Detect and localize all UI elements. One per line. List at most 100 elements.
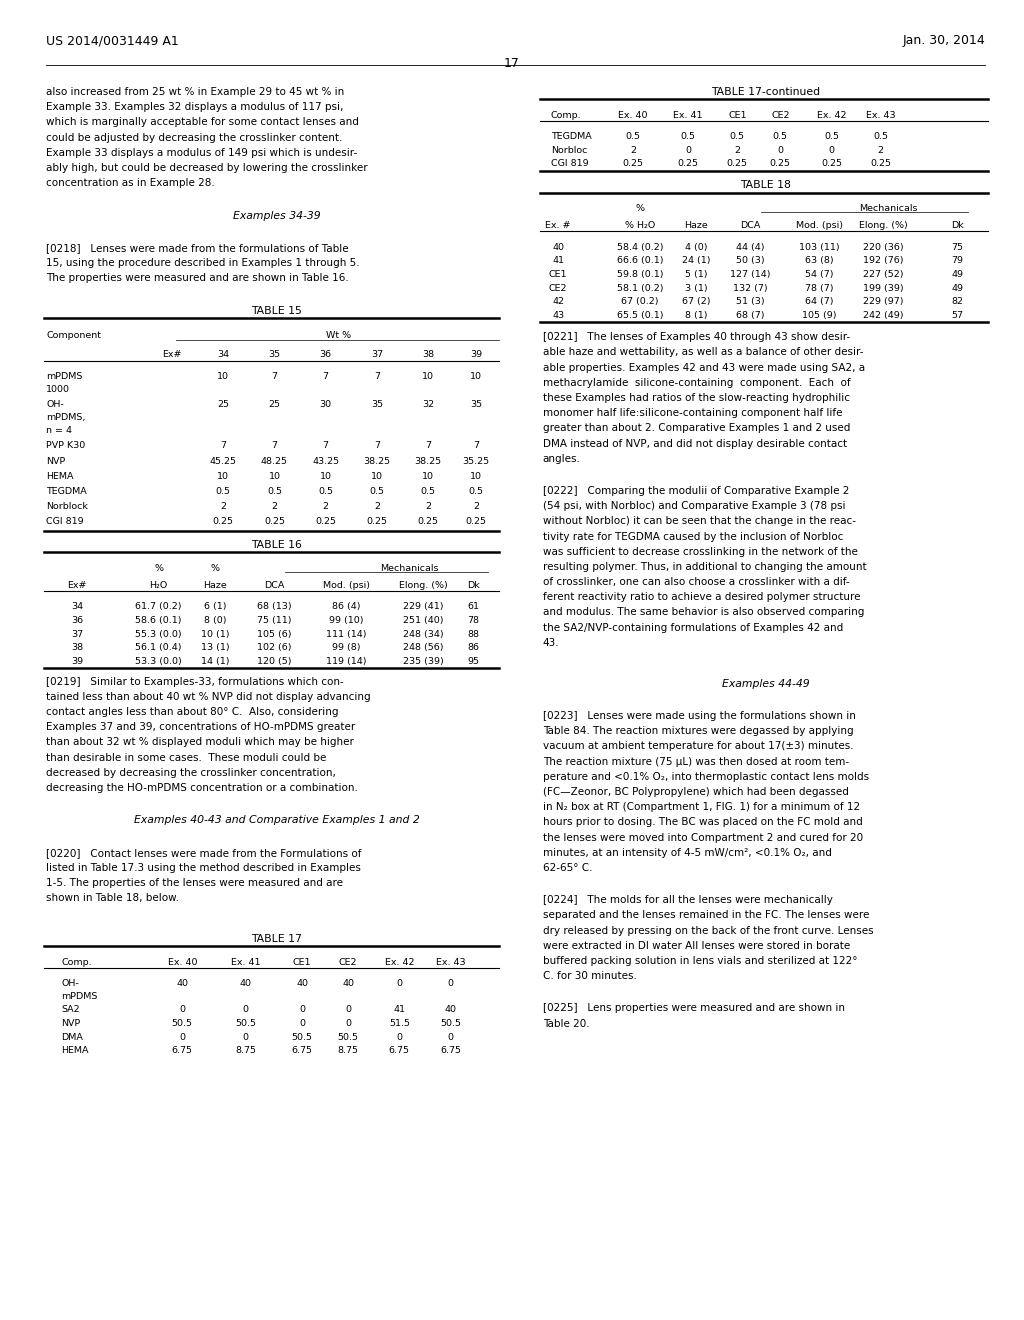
- Text: Ex. 43: Ex. 43: [436, 957, 465, 966]
- Text: 17: 17: [504, 57, 520, 70]
- Text: 50.5: 50.5: [292, 1032, 312, 1041]
- Text: 53.3 (0.0): 53.3 (0.0): [135, 657, 182, 667]
- Text: was sufficient to decrease crosslinking in the network of the: was sufficient to decrease crosslinking …: [543, 546, 857, 557]
- Text: ferent reactivity ratio to achieve a desired polymer structure: ferent reactivity ratio to achieve a des…: [543, 593, 860, 602]
- Text: Norbloc: Norbloc: [551, 145, 588, 154]
- Text: without Norbloc) it can be seen that the change in the reac-: without Norbloc) it can be seen that the…: [543, 516, 856, 527]
- Text: mPDMS,: mPDMS,: [46, 413, 85, 422]
- Text: 51 (3): 51 (3): [736, 297, 765, 306]
- Text: OH-: OH-: [61, 979, 79, 987]
- Text: CE1: CE1: [728, 111, 746, 120]
- Text: 45.25: 45.25: [210, 457, 237, 466]
- Text: shown in Table 18, below.: shown in Table 18, below.: [46, 894, 179, 903]
- Text: Elong. (%): Elong. (%): [398, 581, 447, 590]
- Text: perature and <0.1% O₂, into thermoplastic contact lens molds: perature and <0.1% O₂, into thermoplasti…: [543, 772, 868, 781]
- Text: 66.6 (0.1): 66.6 (0.1): [616, 256, 664, 265]
- Text: The reaction mixture (75 μL) was then dosed at room tem-: The reaction mixture (75 μL) was then do…: [543, 756, 849, 767]
- Text: 0.25: 0.25: [315, 517, 336, 527]
- Text: 2: 2: [734, 145, 740, 154]
- Text: TABLE 15: TABLE 15: [251, 305, 302, 315]
- Text: able haze and wettability, as well as a balance of other desir-: able haze and wettability, as well as a …: [543, 347, 863, 358]
- Text: DCA: DCA: [264, 581, 285, 590]
- Text: 37: 37: [71, 630, 83, 639]
- Text: Examples 44-49: Examples 44-49: [722, 678, 810, 689]
- Text: Ex. 42: Ex. 42: [817, 111, 846, 120]
- Text: 4 (0): 4 (0): [685, 243, 708, 252]
- Text: 10 (1): 10 (1): [201, 630, 229, 639]
- Text: 192 (76): 192 (76): [863, 256, 904, 265]
- Text: TABLE 17-continued: TABLE 17-continued: [712, 87, 820, 98]
- Text: 78: 78: [467, 616, 479, 624]
- Text: 0: 0: [828, 145, 835, 154]
- Text: 88: 88: [467, 630, 479, 639]
- Text: 0: 0: [396, 1032, 402, 1041]
- Text: 0: 0: [179, 1032, 185, 1041]
- Text: 35: 35: [371, 400, 383, 409]
- Text: n = 4: n = 4: [46, 426, 72, 436]
- Text: 37: 37: [371, 350, 383, 359]
- Text: TABLE 16: TABLE 16: [251, 540, 302, 550]
- Text: 8.75: 8.75: [236, 1047, 256, 1056]
- Text: 7: 7: [425, 441, 431, 450]
- Text: CE1: CE1: [293, 957, 311, 966]
- Text: Mod. (psi): Mod. (psi): [323, 581, 370, 590]
- Text: 0.25: 0.25: [466, 517, 486, 527]
- Text: Table 84. The reaction mixtures were degassed by applying: Table 84. The reaction mixtures were deg…: [543, 726, 853, 737]
- Text: 68 (13): 68 (13): [257, 602, 292, 611]
- Text: decreasing the HO-mPDMS concentration or a combination.: decreasing the HO-mPDMS concentration or…: [46, 783, 358, 793]
- Text: C. for 30 minutes.: C. for 30 minutes.: [543, 972, 637, 981]
- Text: Ex. 40: Ex. 40: [168, 957, 197, 966]
- Text: [0223]   Lenses were made using the formulations shown in: [0223] Lenses were made using the formul…: [543, 711, 856, 721]
- Text: 229 (97): 229 (97): [863, 297, 904, 306]
- Text: Elong. (%): Elong. (%): [859, 222, 908, 231]
- Text: than about 32 wt % displayed moduli which may be higher: than about 32 wt % displayed moduli whic…: [46, 738, 354, 747]
- Text: which is marginally acceptable for some contact lenses and: which is marginally acceptable for some …: [46, 117, 359, 128]
- Text: Ex. 40: Ex. 40: [618, 111, 647, 120]
- Text: 248 (56): 248 (56): [402, 643, 443, 652]
- Text: 13 (1): 13 (1): [201, 643, 229, 652]
- Text: could be adjusted by decreasing the crosslinker content.: could be adjusted by decreasing the cros…: [46, 132, 342, 143]
- Text: 5 (1): 5 (1): [685, 271, 708, 279]
- Text: able properties. Examples 42 and 43 were made using SA2, a: able properties. Examples 42 and 43 were…: [543, 363, 865, 372]
- Text: 49: 49: [951, 284, 964, 293]
- Text: 50.5: 50.5: [236, 1019, 256, 1028]
- Text: 40: 40: [552, 243, 564, 252]
- Text: 58.6 (0.1): 58.6 (0.1): [135, 616, 182, 624]
- Text: tained less than about 40 wt % NVP did not display advancing: tained less than about 40 wt % NVP did n…: [46, 692, 371, 702]
- Text: contact angles less than about 80° C.  Also, considering: contact angles less than about 80° C. Al…: [46, 708, 339, 717]
- Text: Comp.: Comp.: [61, 957, 92, 966]
- Text: Dk: Dk: [951, 222, 964, 231]
- Text: 75 (11): 75 (11): [257, 616, 292, 624]
- Text: 39: 39: [470, 350, 482, 359]
- Text: CE2: CE2: [339, 957, 357, 966]
- Text: 2: 2: [425, 502, 431, 511]
- Text: TABLE 18: TABLE 18: [740, 181, 792, 190]
- Text: 64 (7): 64 (7): [805, 297, 834, 306]
- Text: 10: 10: [319, 471, 332, 480]
- Text: dry released by pressing on the back of the front curve. Lenses: dry released by pressing on the back of …: [543, 925, 873, 936]
- Text: [0218]   Lenses were made from the formulations of Table: [0218] Lenses were made from the formula…: [46, 243, 349, 253]
- Text: [0224]   The molds for all the lenses were mechanically: [0224] The molds for all the lenses were…: [543, 895, 833, 906]
- Text: 62-65° C.: 62-65° C.: [543, 863, 592, 873]
- Text: 50.5: 50.5: [172, 1019, 193, 1028]
- Text: 6.75: 6.75: [172, 1047, 193, 1056]
- Text: Comp.: Comp.: [551, 111, 582, 120]
- Text: 7: 7: [220, 441, 226, 450]
- Text: 43.: 43.: [543, 638, 559, 648]
- Text: Ex. 41: Ex. 41: [674, 111, 702, 120]
- Text: 3 (1): 3 (1): [685, 284, 708, 293]
- Text: 32: 32: [422, 400, 434, 409]
- Text: 235 (39): 235 (39): [402, 657, 443, 667]
- Text: vacuum at ambient temperature for about 17(±3) minutes.: vacuum at ambient temperature for about …: [543, 742, 853, 751]
- Text: 0: 0: [447, 1032, 454, 1041]
- Text: 111 (14): 111 (14): [326, 630, 367, 639]
- Text: 38.25: 38.25: [415, 457, 441, 466]
- Text: concentration as in Example 28.: concentration as in Example 28.: [46, 178, 215, 189]
- Text: 15, using the procedure described in Examples 1 through 5.: 15, using the procedure described in Exa…: [46, 257, 359, 268]
- Text: Examples 37 and 39, concentrations of HO-mPDMS greater: Examples 37 and 39, concentrations of HO…: [46, 722, 355, 733]
- Text: of crosslinker, one can also choose a crosslinker with a dif-: of crosslinker, one can also choose a cr…: [543, 577, 849, 587]
- Text: the SA2/NVP-containing formulations of Examples 42 and: the SA2/NVP-containing formulations of E…: [543, 623, 843, 632]
- Text: 2: 2: [878, 145, 884, 154]
- Text: 10: 10: [422, 372, 434, 381]
- Text: 50.5: 50.5: [338, 1032, 358, 1041]
